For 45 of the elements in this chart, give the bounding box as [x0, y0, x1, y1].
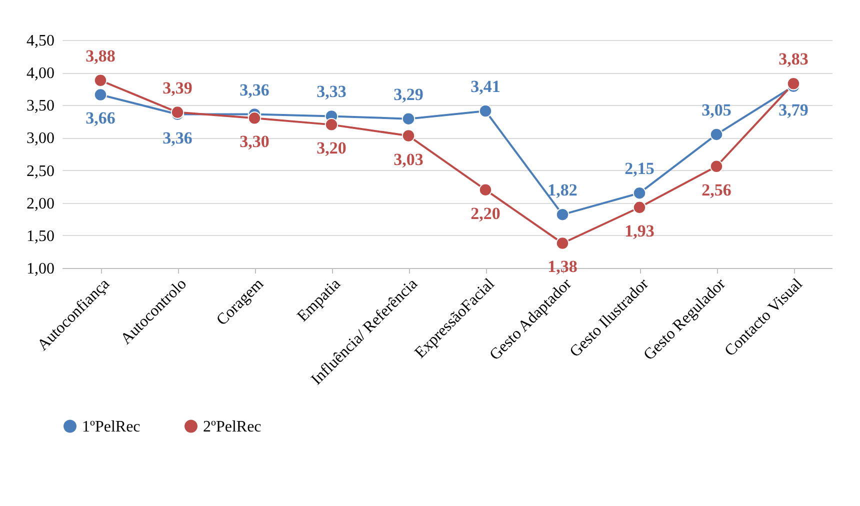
data-label: 1,93: [624, 221, 654, 240]
y-tick-label: 4,50: [26, 32, 54, 50]
point: [632, 186, 646, 200]
data-label: 3,66: [86, 108, 116, 128]
data-label: 2,15: [624, 159, 654, 178]
y-tick-label: 3,50: [26, 98, 54, 115]
data-label: 3,05: [702, 100, 732, 120]
point: [632, 200, 646, 214]
point: [786, 77, 800, 90]
y-tick-label: 3,00: [26, 130, 54, 148]
point: [248, 112, 262, 125]
point: [402, 129, 416, 142]
point: [710, 128, 724, 142]
data-label: 3,79: [778, 100, 808, 120]
data-label: 3,03: [394, 150, 424, 169]
data-label: 3,41: [470, 77, 500, 96]
point: [478, 104, 492, 118]
data-label: 3,29: [394, 84, 424, 104]
data-label: 3,36: [162, 128, 192, 148]
data-label: 3,39: [162, 78, 192, 98]
data-label: 3,36: [240, 80, 270, 100]
data-label: 3,33: [316, 82, 346, 102]
point: [402, 112, 416, 126]
y-tick-label: 1,00: [26, 260, 54, 278]
data-label: 3,30: [240, 132, 270, 152]
data-label: 2,20: [470, 204, 500, 223]
point: [556, 236, 570, 250]
point: [94, 74, 108, 87]
y-tick-label: 4,00: [26, 65, 54, 82]
y-tick-label: 2,50: [26, 162, 54, 180]
y-tick-label: 2,00: [26, 195, 54, 212]
point: [324, 118, 338, 132]
legend-label: 1ºPelRec: [82, 418, 140, 436]
data-label: 3,83: [778, 50, 808, 69]
data-label: 3,88: [86, 46, 116, 66]
point: [710, 160, 724, 173]
data-label: 3,20: [316, 138, 346, 158]
point: [94, 88, 108, 102]
legend-label: 2ºPelRec: [203, 418, 262, 436]
point: [556, 208, 570, 222]
data-label: 2,56: [702, 180, 732, 200]
data-label: 1,82: [548, 180, 578, 200]
data-label: 1,38: [548, 257, 578, 276]
point: [478, 183, 492, 196]
y-tick-label: 1,50: [26, 228, 54, 245]
